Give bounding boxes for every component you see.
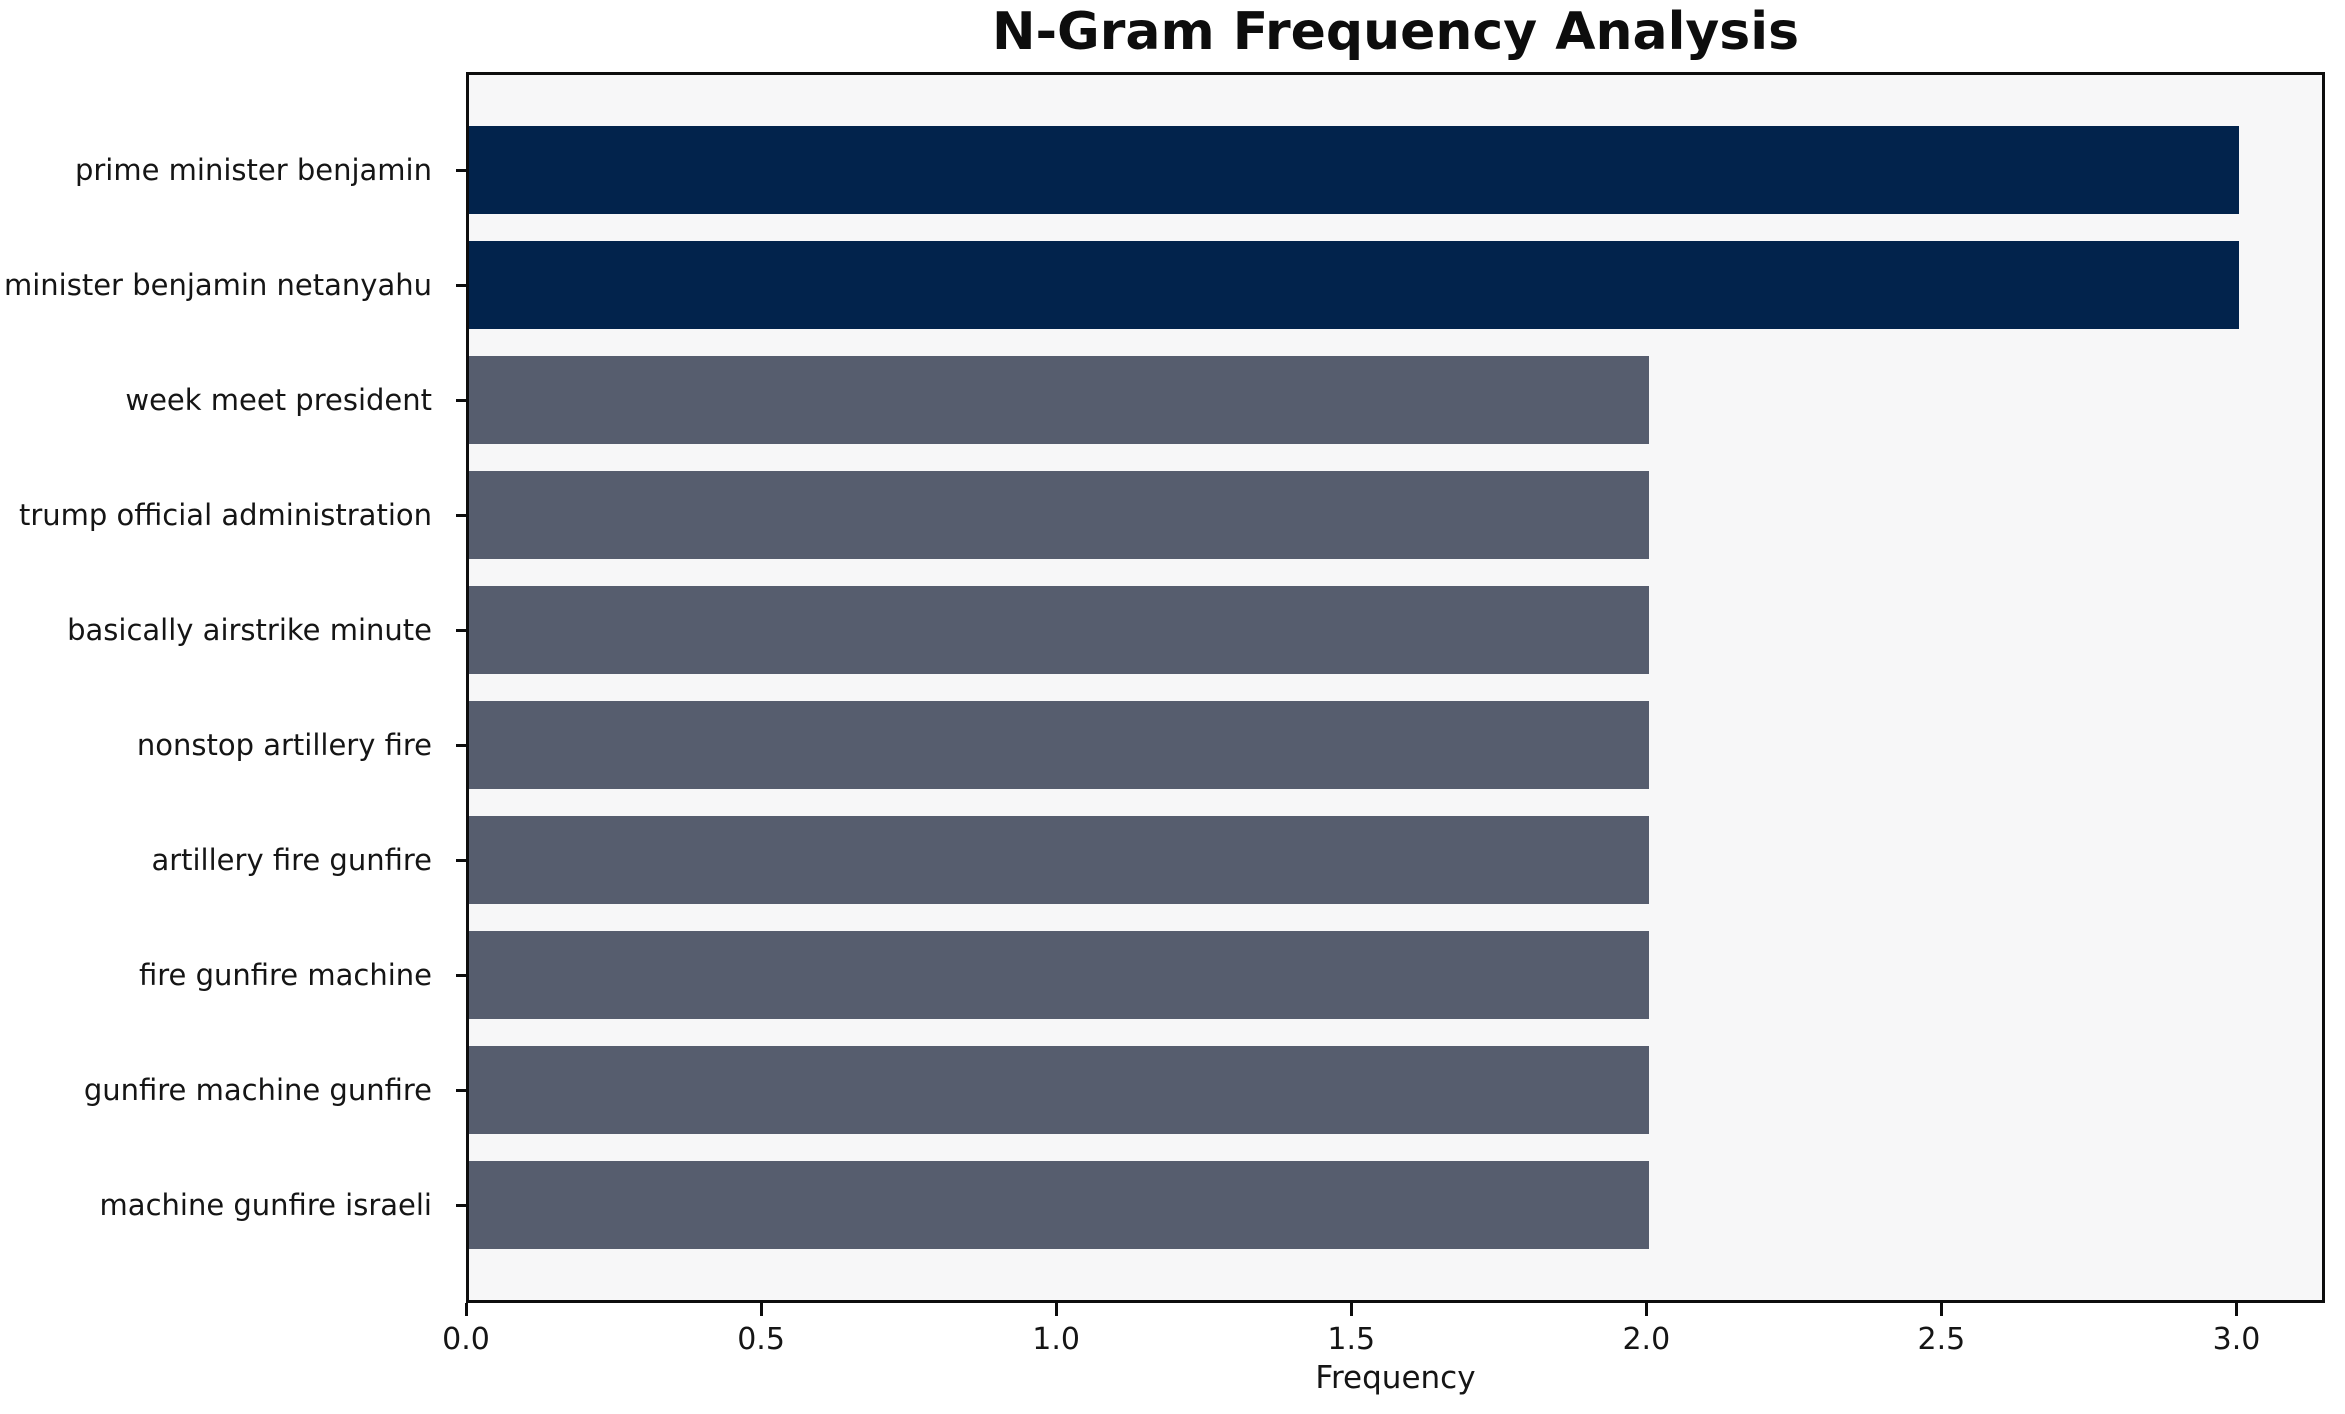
x-tick-label: 0.0 [442,1322,490,1357]
x-tick-mark [1350,1303,1354,1316]
y-tick-label: trump official administration [18,498,432,532]
x-tick-label: 0.5 [737,1322,785,1357]
x-axis-label: Frequency [1315,1360,1476,1396]
y-tick-mark [456,1204,466,1207]
y-tick-label: prime minister benjamin [74,153,432,187]
x-tick-label: 1.5 [1327,1322,1376,1357]
y-tick-label: week meet president [125,383,432,417]
bar-prime-minister-benjamin [469,126,2239,214]
y-tick-mark [456,514,466,517]
y-tick-label: gunfire machine gunfire [83,1073,432,1107]
y-axis-labels: prime minister benjamin minister benjamin… [0,72,446,1303]
x-tick-label: 1.0 [1032,1322,1081,1357]
x-tick-label: 2.5 [1917,1322,1966,1357]
plot-area [466,72,2325,1303]
y-tick-label: basically airstrike minute [67,613,432,647]
x-tick-label: 2.0 [1622,1322,1671,1357]
y-tick-mark [456,169,466,172]
chart-title: N-Gram Frequency Analysis [991,2,1800,62]
x-tick-mark [465,1303,468,1316]
y-tick-label: minister benjamin netanyahu [3,268,432,302]
y-tick-label: artillery fire gunfire [151,843,432,877]
x-tick-mark [1055,1303,1059,1316]
y-tick-mark [456,974,466,977]
y-tick-mark [456,1089,466,1092]
x-tick-mark [1940,1303,1944,1316]
y-tick-mark [456,399,466,402]
y-tick-label: nonstop artillery fire [136,728,432,762]
x-tick-mark [760,1303,764,1316]
y-tick-label: machine gunfire israeli [99,1188,432,1222]
y-tick-mark [456,859,466,862]
bar-fire-gunfire-machine [469,931,1649,1019]
bar-trump-official-administration [469,471,1649,559]
x-tick-label: 3.0 [2212,1322,2261,1357]
y-tick-mark [456,284,466,287]
y-tick-mark [456,744,466,747]
bar-week-meet-president [469,356,1649,444]
bar-minister-benjamin-netanyahu [469,241,2239,329]
bar-machine-gunfire-israeli [469,1161,1649,1249]
bar-gunfire-machine-gunfire [469,1046,1649,1134]
y-tick-label: fire gunfire machine [138,958,432,992]
bar-nonstop-artillery-fire [469,701,1649,789]
y-tick-mark [456,629,466,632]
x-tick-mark [1645,1303,1649,1316]
bar-basically-airstrike-minute [469,586,1649,674]
bar-artillery-fire-gunfire [469,816,1649,904]
x-tick-mark [2235,1303,2239,1316]
